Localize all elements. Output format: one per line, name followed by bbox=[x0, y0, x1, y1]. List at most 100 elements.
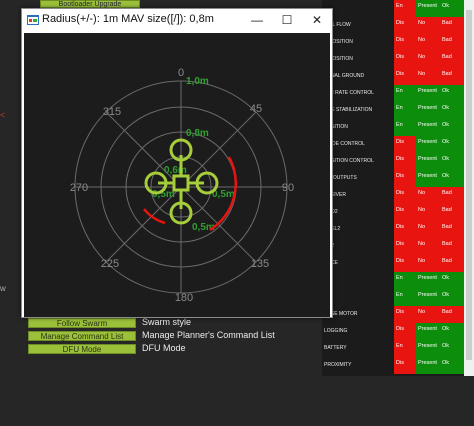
status-scrollbar-thumb[interactable] bbox=[466, 10, 472, 360]
status-enabled-cell: En bbox=[394, 102, 416, 119]
status-enabled-cell: Dis bbox=[394, 221, 416, 238]
status-present-cell: Present bbox=[416, 85, 440, 102]
status-enabled-cell: Dis bbox=[394, 136, 416, 153]
status-present-cell: Present bbox=[416, 289, 440, 306]
status-enabled-cell: En bbox=[394, 0, 416, 17]
quad-rotor-west bbox=[144, 171, 168, 195]
angle-label-0: 0 bbox=[178, 67, 184, 79]
status-health-cell: Bad bbox=[440, 68, 464, 85]
sensor-status-panel: En Present Ok ICAL FLOW Dis No Bad N POSITION Di… bbox=[322, 0, 464, 376]
status-enabled-cell: Dis bbox=[394, 255, 416, 272]
status-present-cell: Present bbox=[416, 272, 440, 289]
left-edge-marker-2: w bbox=[0, 284, 6, 293]
status-enabled-cell: Dis bbox=[394, 17, 416, 34]
status-present-cell: Present bbox=[416, 153, 440, 170]
status-enabled-cell: Dis bbox=[394, 68, 416, 85]
status-enabled-cell: Dis bbox=[394, 153, 416, 170]
angle-label-90: 90 bbox=[282, 182, 294, 194]
status-row-name bbox=[324, 0, 394, 17]
status-enabled-cell: Dis bbox=[394, 323, 416, 340]
quad-rotor-south bbox=[169, 201, 193, 225]
status-health-cell: Ok bbox=[440, 289, 464, 306]
ring-label-east: 0,5m bbox=[212, 189, 235, 200]
sensor-arc-east bbox=[209, 156, 237, 232]
status-enabled-cell: En bbox=[394, 85, 416, 102]
status-present-cell: Present bbox=[416, 0, 440, 17]
status-health-cell: Bad bbox=[440, 34, 464, 51]
status-enabled-cell: Dis bbox=[394, 204, 416, 221]
status-enabled-cell: En bbox=[394, 289, 416, 306]
angle-label-225: 225 bbox=[101, 258, 119, 270]
status-row-name: R POSITION bbox=[324, 56, 353, 62]
status-enabled-cell: Dis bbox=[394, 187, 416, 204]
left-edge-marker: < bbox=[0, 110, 6, 120]
status-row: AINEnPresentOk bbox=[322, 289, 464, 306]
status-row: OR OUTPUTS Dis Present Ok bbox=[322, 170, 464, 187]
status-present-cell: No bbox=[416, 187, 440, 204]
ring-label-west: 0,5m bbox=[152, 189, 175, 200]
status-row: ERSE MOTOR Dis No Bad bbox=[322, 306, 464, 323]
ring-label-outer: 1,0m bbox=[186, 76, 209, 87]
status-row-name: ITUDE CONTROL bbox=[324, 141, 365, 147]
angle-label-135: 135 bbox=[251, 258, 269, 270]
window-titlebar[interactable]: Radius(+/-): 1m MAV size([/]): 0,8m — ☐ … bbox=[22, 9, 332, 31]
ring-label-south: 0,5m bbox=[192, 222, 215, 233]
close-icon[interactable]: ✕ bbox=[311, 13, 323, 27]
status-present-cell: No bbox=[416, 17, 440, 34]
status-enabled-cell: En bbox=[394, 272, 416, 289]
status-row: N POSITION Dis No Bad bbox=[322, 34, 464, 51]
status-row: ITUDE CONTROL Dis Present Ok bbox=[322, 136, 464, 153]
status-present-cell: Present bbox=[416, 170, 440, 187]
status-present-cell: No bbox=[416, 51, 440, 68]
status-row-name: CCEL2 bbox=[324, 221, 394, 238]
bootloader-upgrade-button[interactable]: Bootloader Upgrade bbox=[40, 0, 140, 8]
status-present-cell: No bbox=[416, 238, 440, 255]
status-enabled-cell: En bbox=[394, 340, 416, 357]
status-health-cell: Ok bbox=[440, 323, 464, 340]
radar-canvas: 0 45 90 135 180 225 270 315 1,0m 0,8m 0,… bbox=[70, 67, 294, 304]
status-row-name: PROXIMITY bbox=[324, 362, 352, 368]
maximize-icon[interactable]: ☐ bbox=[281, 13, 293, 27]
status-row-name: ENCE bbox=[324, 255, 394, 272]
status-health-cell: Bad bbox=[440, 187, 464, 204]
status-enabled-cell: Dis bbox=[394, 238, 416, 255]
status-health-cell: Ok bbox=[440, 102, 464, 119]
angle-label-315: 315 bbox=[103, 106, 121, 118]
angle-label-45: 45 bbox=[250, 103, 262, 115]
status-present-cell: Present bbox=[416, 357, 440, 374]
status-health-cell: Ok bbox=[440, 119, 464, 136]
status-enabled-cell: Dis bbox=[394, 51, 416, 68]
status-present-cell: Present bbox=[416, 119, 440, 136]
status-row: LAR RATE CONTROL En Present Ok bbox=[322, 85, 464, 102]
dfu-mode-button[interactable]: DFU Mode bbox=[28, 344, 136, 354]
status-row: POSITION CONTROL Dis Present Ok bbox=[322, 153, 464, 170]
status-enabled-cell: Dis bbox=[394, 170, 416, 187]
follow-swarm-button[interactable]: Follow Swarm bbox=[28, 318, 136, 328]
status-present-cell: No bbox=[416, 255, 440, 272]
status-health-cell: Bad bbox=[440, 255, 464, 272]
manage-command-list-button[interactable]: Manage Command List bbox=[28, 331, 136, 341]
status-row-name: AG2 bbox=[324, 238, 394, 255]
status-row: CCEL2DisNoBad bbox=[322, 221, 464, 238]
quad-body bbox=[172, 174, 190, 192]
status-health-cell: Ok bbox=[440, 170, 464, 187]
status-health-cell: Ok bbox=[440, 357, 464, 374]
status-present-cell: Present bbox=[416, 340, 440, 357]
status-row-name: ICAL FLOW bbox=[324, 22, 351, 28]
minimize-icon[interactable]: — bbox=[251, 13, 263, 27]
status-row-name: UDE STABILIZATION bbox=[324, 107, 373, 113]
status-row: ECEIVER Dis No Bad bbox=[322, 187, 464, 204]
status-present-cell: No bbox=[416, 204, 440, 221]
status-present-cell: No bbox=[416, 34, 440, 51]
status-enabled-cell: En bbox=[394, 119, 416, 136]
status-present-cell: Present bbox=[416, 136, 440, 153]
status-row-name: POSITION CONTROL bbox=[324, 158, 374, 164]
status-row: R POSITION Dis No Bad bbox=[322, 51, 464, 68]
status-row: PROXIMITY Dis Present Ok bbox=[322, 357, 464, 374]
status-row-name bbox=[324, 272, 394, 289]
status-health-cell: Ok bbox=[440, 136, 464, 153]
status-row-name: ECEIVER bbox=[324, 192, 346, 198]
status-health-cell: Ok bbox=[440, 0, 464, 17]
status-row-name: LAR RATE CONTROL bbox=[324, 90, 374, 96]
quad-rotor-east bbox=[195, 171, 219, 195]
